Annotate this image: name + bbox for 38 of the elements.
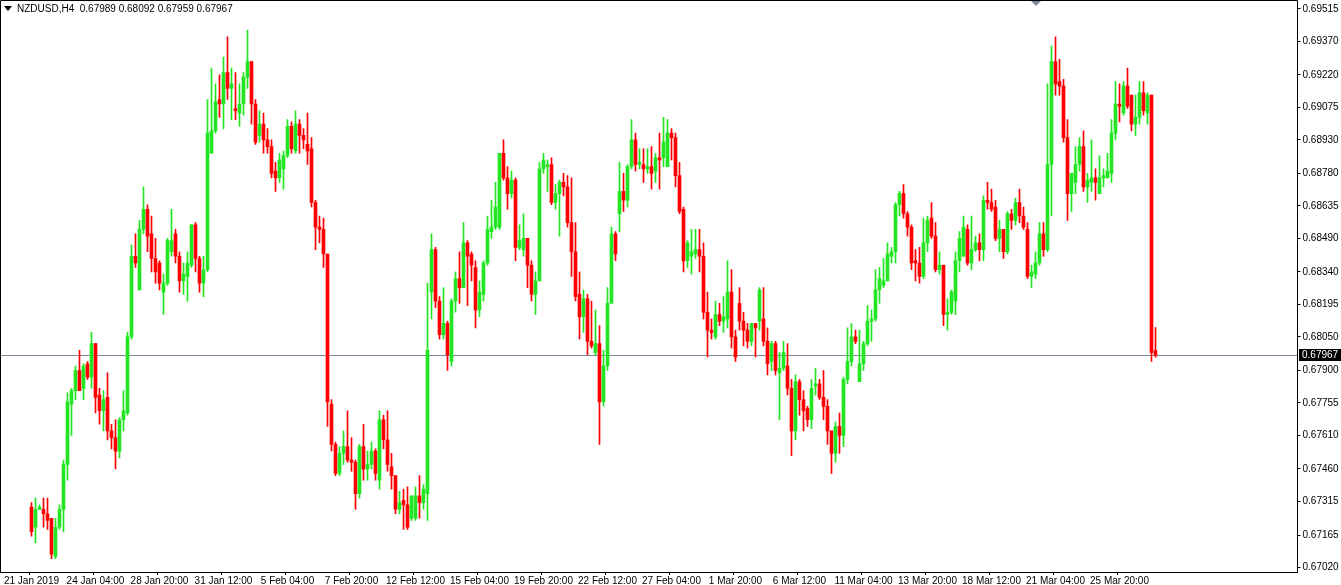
x-tick-label: 27 Feb 04:00 [642,574,702,585]
x-tick-label: 18 Mar 12:00 [962,574,1022,585]
x-tick-label: 13 Mar 20:00 [898,574,958,585]
y-tick-label: 0.67020 [1302,561,1340,573]
x-tick-label: 5 Feb 04:00 [260,574,315,585]
y-tick-label: 0.68930 [1302,133,1340,145]
x-tick-label: 1 Mar 20:00 [708,574,763,585]
y-tick-label: 0.68635 [1302,199,1340,211]
x-tick-label: 15 Feb 04:00 [450,574,510,585]
x-tick-label: 21 Jan 2019 [3,574,60,585]
x-tick-label: 31 Jan 12:00 [194,574,253,585]
chart-title: NZDUSD,H4 0.67989 0.68092 0.67959 0.67967 [17,3,233,14]
y-tick-label: 0.69220 [1302,68,1340,80]
ref-line-label: 0.67967 [1302,349,1339,361]
x-tick-label: 24 Jan 04:00 [66,574,125,585]
x-tick-label: 7 Feb 20:00 [324,574,379,585]
y-tick-label: 0.68195 [1302,298,1340,310]
x-tick-label: 25 Mar 20:00 [1090,574,1150,585]
y-tick-label: 0.69515 [1302,2,1340,14]
x-tick-label: 28 Jan 20:00 [130,574,189,585]
y-tick-label: 0.67460 [1302,462,1340,474]
y-tick-label: 0.68340 [1302,265,1340,277]
y-tick-label: 0.69370 [1302,35,1340,47]
x-tick-label: 21 Mar 04:00 [1026,574,1086,585]
y-tick-label: 0.68490 [1302,232,1340,244]
x-tick-label: 19 Feb 20:00 [514,574,574,585]
x-tick-label: 12 Feb 12:00 [386,574,446,585]
y-tick-label: 0.68780 [1302,167,1340,179]
y-tick-label: 0.69075 [1302,101,1340,113]
y-tick-label: 0.67755 [1302,396,1340,408]
y-tick-label: 0.67165 [1302,528,1340,540]
x-tick-label: 22 Feb 12:00 [578,574,638,585]
y-tick-label: 0.67610 [1302,429,1340,441]
y-tick-label: 0.67900 [1302,364,1340,376]
x-tick-label: 11 Mar 04:00 [834,574,894,585]
x-tick-label: 6 Mar 12:00 [772,574,827,585]
y-tick-label: 0.68050 [1302,330,1340,342]
y-tick-label: 0.67315 [1302,495,1340,507]
